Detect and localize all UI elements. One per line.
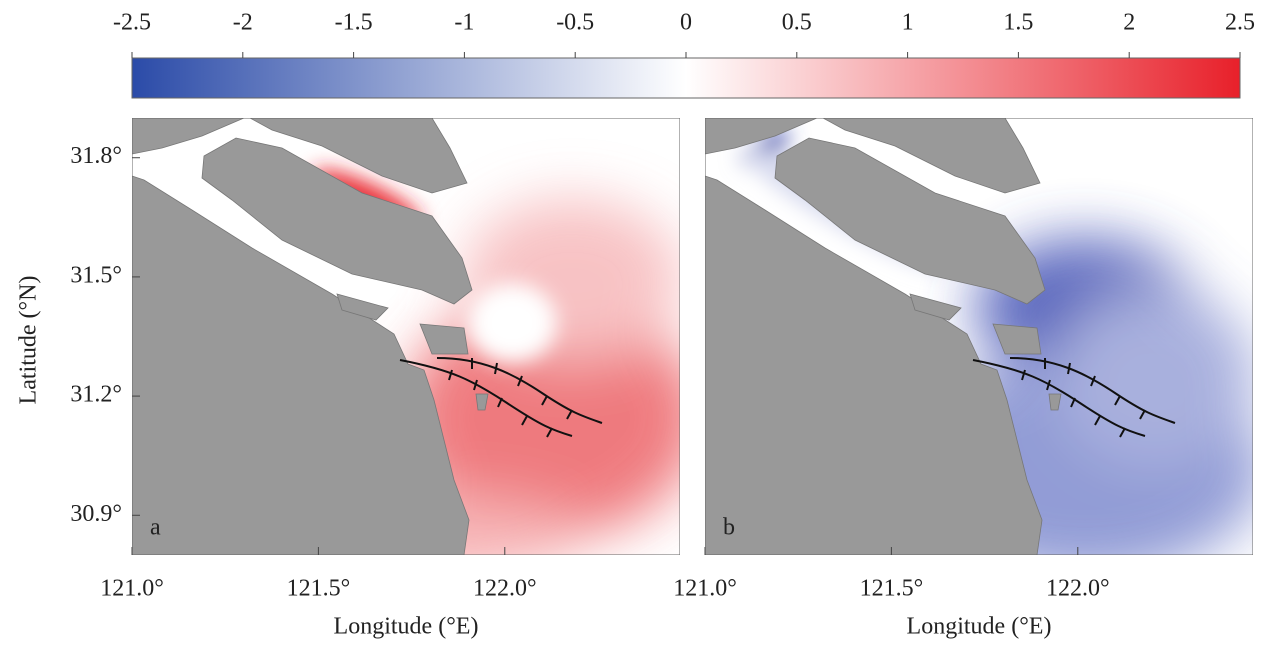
x-tick-label: 121.0°	[100, 576, 164, 602]
colorbar-tick-label: 1	[902, 10, 914, 36]
colorbar-tick-label: -1	[454, 10, 474, 36]
colorbar-tick-label: -1.5	[335, 10, 373, 36]
colorbar-tick-label: -0.5	[556, 10, 594, 36]
x-tick-label: 122.0°	[1046, 576, 1110, 602]
colorbar-tick-label: 0.5	[782, 10, 812, 36]
panel-label: b	[723, 515, 735, 541]
y-tick-label: 31.5°	[70, 262, 122, 288]
colorbar-tick-label: 0	[680, 10, 692, 36]
colorbar-tick-label: 1.5	[1003, 10, 1033, 36]
x-tick-label: 121.0°	[673, 576, 737, 602]
panel-a	[132, 118, 680, 555]
x-tick-label: 122.0°	[473, 576, 537, 602]
x-tick-label: 121.5°	[287, 576, 351, 602]
panel-b	[705, 118, 1253, 555]
colorbar-tick-label: 2	[1123, 10, 1135, 36]
y-tick-label: 30.9°	[70, 501, 122, 527]
y-tick-label: 31.8°	[70, 143, 122, 169]
y-axis-label: Latitude (°N)	[16, 276, 42, 405]
x-axis-label: Longitude (°E)	[907, 614, 1052, 640]
colorbar-tick-label: 2.5	[1225, 10, 1255, 36]
colorbar	[131, 57, 1241, 99]
panel-label: a	[150, 515, 161, 541]
x-axis-label: Longitude (°E)	[334, 614, 479, 640]
x-tick-label: 121.5°	[860, 576, 924, 602]
colorbar-tick-label: -2	[233, 10, 253, 36]
y-tick-label: 31.2°	[70, 382, 122, 408]
colorbar-tick-label: -2.5	[113, 10, 151, 36]
